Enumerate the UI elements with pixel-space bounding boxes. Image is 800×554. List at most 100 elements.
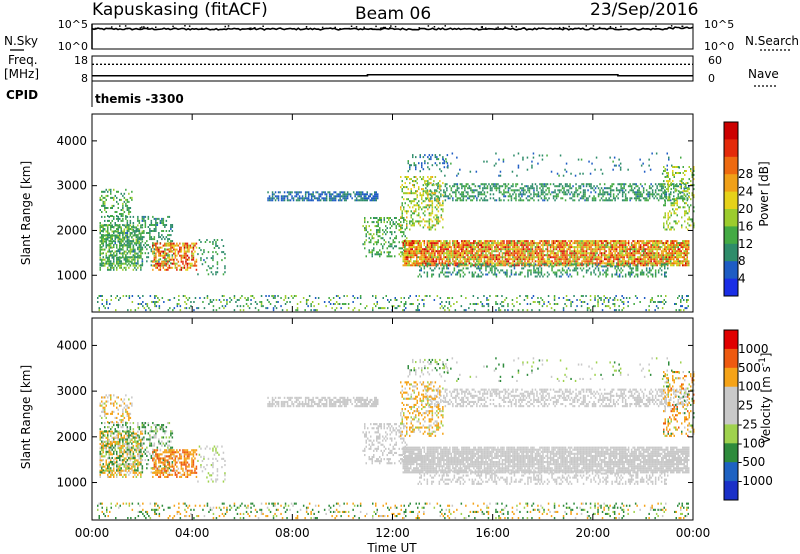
power-cell [366, 191, 368, 194]
power-cell [99, 268, 101, 271]
power-cell [492, 262, 495, 265]
power-cell [515, 248, 517, 251]
power-cell [585, 256, 588, 259]
power-cell [548, 273, 550, 276]
power-cell [386, 255, 388, 258]
power-cell [588, 258, 591, 261]
power-cell [653, 248, 655, 251]
power-cell [534, 183, 537, 186]
power-cell [618, 244, 621, 247]
power-cell [137, 252, 139, 255]
power-cell [444, 256, 447, 259]
power-cell [519, 250, 522, 253]
power-cell [450, 273, 453, 276]
power-cell [506, 260, 508, 263]
power-cell [477, 258, 480, 261]
power-cell [312, 199, 314, 202]
power-cell [638, 193, 640, 196]
power-cell [536, 195, 538, 198]
power-cell [620, 185, 622, 188]
power-cell [594, 273, 597, 276]
power-cell [542, 275, 544, 278]
power-cell [533, 242, 535, 245]
power-cell [292, 199, 295, 202]
power-cell [116, 260, 118, 263]
power-cell [276, 197, 278, 200]
power-cell [453, 185, 456, 188]
power-cell [626, 262, 628, 265]
power-cell [126, 198, 129, 201]
power-cell [452, 263, 454, 266]
power-cell [482, 273, 484, 276]
power-cell [606, 260, 609, 263]
power-cell [385, 233, 387, 236]
power-cell [131, 196, 133, 199]
power-cell [410, 252, 412, 255]
power-cell [339, 191, 341, 194]
power-cell [108, 264, 110, 267]
power-cell [512, 252, 514, 255]
power-cell [489, 187, 492, 190]
power-cell [674, 260, 676, 263]
power-cell [164, 250, 166, 253]
power-cell [385, 241, 387, 244]
power-cell [182, 242, 184, 245]
power-cell [682, 262, 684, 265]
power-cell [521, 189, 523, 192]
power-cell [509, 258, 511, 261]
power-cell [561, 269, 564, 272]
power-cell [494, 246, 496, 249]
power-cell [428, 193, 430, 196]
power-cell [524, 185, 526, 188]
power-cell [519, 260, 522, 263]
power-cell [639, 195, 642, 198]
power-cell [468, 271, 471, 274]
power-cell [450, 252, 453, 255]
power-cell [654, 252, 657, 255]
power-cell [638, 256, 640, 259]
power-cell [512, 193, 514, 196]
power-cell [569, 242, 571, 245]
power-cell [140, 250, 142, 253]
power-cell [471, 256, 474, 259]
power-cell [567, 189, 570, 192]
power-cell [271, 191, 274, 194]
power-cell [337, 199, 340, 202]
power-cell [152, 268, 154, 271]
power-cell [611, 262, 613, 265]
power-cell [554, 254, 556, 257]
power-cell [482, 199, 484, 202]
power-cell [437, 250, 439, 253]
power-cell [173, 248, 175, 251]
power-cell [591, 252, 594, 255]
power-cell [673, 185, 675, 188]
power-cell [593, 256, 595, 259]
power-cell [617, 275, 619, 278]
power-cell [507, 199, 510, 202]
power-cell [346, 195, 349, 198]
power-cell [132, 256, 135, 259]
power-cell [315, 197, 317, 200]
power-cell [575, 189, 577, 192]
power-cell [464, 262, 466, 265]
power-cell [462, 256, 465, 259]
power-cell [467, 254, 469, 257]
power-cell [423, 242, 426, 245]
power-cell [180, 246, 183, 249]
power-cell [509, 195, 511, 198]
power-cell [627, 271, 630, 274]
power-cell [156, 222, 159, 224]
power-cell [662, 242, 664, 245]
power-cell [137, 256, 139, 259]
power-cell [137, 266, 139, 269]
power-cell [645, 197, 648, 200]
power-cell [539, 256, 541, 259]
power-cell [188, 246, 190, 249]
power-cell [105, 194, 107, 197]
power-cell [591, 258, 594, 261]
power-cell [324, 193, 326, 196]
power-cell [404, 202, 406, 205]
power-cell [105, 240, 107, 243]
power-cell [585, 183, 588, 186]
power-cell [407, 188, 409, 191]
